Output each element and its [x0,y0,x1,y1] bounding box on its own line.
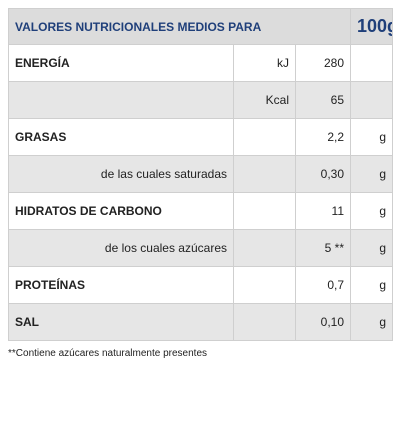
header-amount: 100g [350,8,394,45]
row-per: g [350,155,394,193]
row: Kcal 65 [8,81,394,119]
row-per [350,44,394,82]
row-unit [233,266,296,304]
row-label [8,81,234,119]
row-label: SAL [8,303,234,341]
row-per: g [350,229,394,267]
row-per [350,81,394,119]
row-unit: kJ [233,44,296,82]
row-value: 2,2 [294,118,352,156]
row-label: de las cuales saturadas [8,155,234,193]
row-value: 0,7 [294,266,352,304]
footnote: **Contiene azúcares naturalmente present… [8,348,208,359]
row-label: HIDRATOS DE CARBONO [8,192,234,230]
row-unit [233,229,296,267]
row-value: 65 [294,81,352,119]
row: PROTEÍNAS 0,7 g [8,266,394,304]
row-label: ENERGÍA [8,44,234,82]
row-label: GRASAS [8,118,234,156]
row-unit [233,155,296,193]
row-unit [233,303,296,341]
row-value: 5 ** [294,229,352,267]
row: HIDRATOS DE CARBONO 11 g [8,192,394,230]
row-label: de los cuales azúcares [8,229,234,267]
row-value: 11 [294,192,352,230]
row-unit [233,118,296,156]
nutrition-table: VALORES NUTRICIONALES MEDIOS PARA 100g E… [7,8,394,341]
row-per: g [350,266,394,304]
row-label: PROTEÍNAS [8,266,234,304]
row-value: 0,10 [294,303,352,341]
row-value: 280 [294,44,352,82]
row-unit [233,192,296,230]
header-row: VALORES NUTRICIONALES MEDIOS PARA 100g [7,8,394,45]
row: de las cuales saturadas 0,30 g [8,155,394,193]
row: SAL 0,10 g [8,303,394,341]
header-title: VALORES NUTRICIONALES MEDIOS PARA [7,8,352,45]
row: de los cuales azúcares 5 ** g [8,229,394,267]
row-per: g [350,303,394,341]
row-value: 0,30 [294,155,352,193]
row: GRASAS 2,2 g [8,118,394,156]
row: ENERGÍA kJ 280 [8,44,394,82]
row-per: g [350,118,394,156]
row-per: g [350,192,394,230]
row-unit: Kcal [233,81,296,119]
